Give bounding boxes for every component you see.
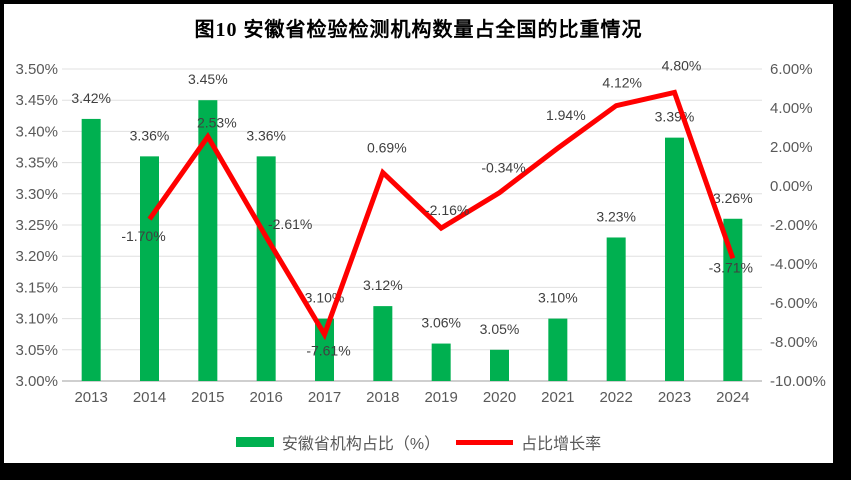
bar-label-2014: 3.36% bbox=[130, 127, 170, 143]
line-label-2023: 4.80% bbox=[662, 57, 702, 73]
bar-2023 bbox=[665, 137, 684, 381]
legend-bar-swatch-icon bbox=[235, 437, 274, 447]
line-label-2020: -0.34% bbox=[481, 160, 525, 176]
x-axis-label: 2020 bbox=[483, 389, 516, 406]
bar-2024 bbox=[723, 218, 743, 381]
right-axis-tick: 0.00% bbox=[770, 178, 813, 195]
x-axis-label: 2017 bbox=[308, 389, 341, 406]
bar-label-2013: 3.42% bbox=[71, 90, 111, 106]
x-axis-label: 2022 bbox=[599, 389, 632, 406]
bar-label-2024: 3.26% bbox=[713, 190, 753, 206]
right-axis-tick: -8.00% bbox=[770, 334, 818, 351]
right-axis-tick: 2.00% bbox=[770, 139, 813, 156]
bar-2013 bbox=[81, 118, 101, 382]
bar-2020 bbox=[490, 349, 509, 381]
x-axis-label: 2015 bbox=[191, 389, 224, 406]
bar-2017 bbox=[315, 318, 334, 381]
left-axis-tick: 3.00% bbox=[15, 373, 58, 390]
legend-line-label: 占比增长率 bbox=[521, 436, 602, 453]
line-label-2016: -2.61% bbox=[268, 216, 312, 232]
x-axis-label: 2023 bbox=[658, 389, 691, 406]
bar-2022 bbox=[606, 237, 626, 381]
bar-2019 bbox=[431, 343, 451, 381]
x-axis-label: 2016 bbox=[249, 389, 282, 406]
left-axis-tick: 3.20% bbox=[15, 248, 58, 265]
left-axis-tick: 3.25% bbox=[15, 217, 58, 234]
left-axis-tick: 3.45% bbox=[15, 92, 58, 109]
bar-label-2018: 3.12% bbox=[363, 277, 403, 293]
line-label-2017: -7.61% bbox=[306, 342, 350, 358]
bar-label-2016: 3.36% bbox=[246, 127, 286, 143]
right-axis-tick: -6.00% bbox=[770, 295, 818, 312]
line-label-2021: 1.94% bbox=[546, 107, 586, 123]
legend-line-swatch-icon bbox=[456, 439, 514, 445]
right-axis-tick: 6.00% bbox=[770, 61, 813, 78]
line-label-2018: 0.69% bbox=[367, 140, 407, 156]
bar-2015 bbox=[198, 100, 218, 381]
legend: 安徽省机构占比（%） 占比增长率 bbox=[4, 430, 833, 454]
bar-2016 bbox=[256, 156, 276, 381]
left-axis-tick: 3.10% bbox=[15, 311, 58, 328]
right-axis-tick: -4.00% bbox=[770, 256, 818, 273]
right-axis-tick: -2.00% bbox=[770, 217, 818, 234]
bar-label-2019: 3.06% bbox=[421, 315, 461, 331]
bar-2014 bbox=[140, 156, 159, 381]
x-axis-label: 2014 bbox=[133, 389, 166, 406]
right-axis-tick: -10.00% bbox=[770, 373, 826, 390]
growth-line bbox=[147, 89, 736, 341]
chart-area: 图10 安徽省检验检测机构数量占全国的比重情况 3.50% 3.45% 3.40% 3… bbox=[4, 4, 833, 463]
left-axis-tick: 3.05% bbox=[15, 342, 58, 359]
x-axis-label: 2019 bbox=[424, 389, 457, 406]
bar-label-2015: 3.45% bbox=[188, 71, 228, 87]
bar-label-2023: 3.39% bbox=[655, 109, 695, 125]
x-axis-label: 2021 bbox=[541, 389, 574, 406]
bar-label-2021: 3.10% bbox=[538, 290, 578, 306]
line-label-2022: 4.12% bbox=[602, 75, 642, 91]
bar-2021 bbox=[548, 318, 568, 381]
line-label-2024: -3.71% bbox=[709, 259, 753, 275]
left-axis-tick: 3.50% bbox=[15, 61, 58, 78]
line-label-2014: -1.70% bbox=[121, 228, 165, 244]
left-axis-tick: 3.35% bbox=[15, 155, 58, 172]
chart-title: 图10 安徽省检验检测机构数量占全国的比重情况 bbox=[194, 19, 643, 41]
x-axis-label: 2024 bbox=[716, 389, 749, 406]
left-axis-tick: 3.30% bbox=[15, 186, 58, 203]
bar-label-2020: 3.05% bbox=[480, 321, 520, 337]
x-axis-label: 2018 bbox=[366, 389, 399, 406]
bar-2018 bbox=[373, 306, 393, 381]
x-axis-label: 2013 bbox=[74, 389, 107, 406]
chart-canvas: 3.50% 3.45% 3.40% 3.35% 3.30% 3.25% 3.20% 3.15%… bbox=[15, 57, 826, 406]
left-axis-tick: 3.15% bbox=[15, 279, 58, 296]
legend-bar-label: 安徽省机构占比（%） bbox=[281, 436, 441, 453]
right-axis-tick: 4.00% bbox=[770, 100, 813, 117]
line-label-2015: 2.53% bbox=[197, 115, 237, 131]
bar-label-2022: 3.23% bbox=[596, 208, 636, 224]
line-label-2019: -2.16% bbox=[425, 202, 469, 218]
left-axis-tick: 3.40% bbox=[15, 123, 58, 140]
